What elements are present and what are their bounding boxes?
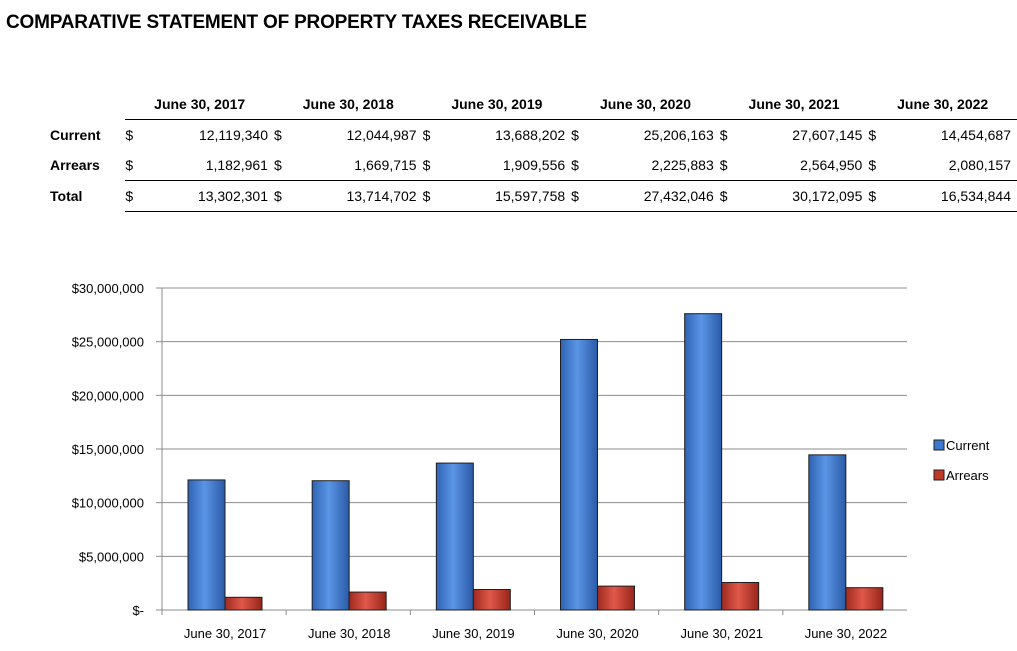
table-cell: 13,714,702 (297, 180, 423, 212)
table-cell: 27,607,145 (792, 127, 863, 143)
currency-symbol: $ (422, 127, 431, 143)
table-cell: 25,206,163 (643, 127, 714, 143)
table-cell: 2,225,883 (651, 157, 714, 173)
currency-symbol: $ (125, 157, 134, 173)
table-cell: 1,909,556 (502, 157, 566, 173)
currency-symbol: $ (571, 127, 579, 143)
currency-symbol: $ (571, 157, 579, 173)
legend-swatch-arrears (933, 469, 945, 481)
bar-current (808, 454, 847, 611)
table-cell: 1,669,715 (354, 157, 417, 173)
table-cell: 14,454,687 (940, 127, 1011, 143)
bar-current (684, 313, 723, 611)
table-row-total: Total $13,302,301 $13,714,702 $15,597,75… (44, 180, 1017, 212)
currency-symbol: $ (719, 127, 728, 143)
row-label: Current (50, 126, 101, 143)
y-tick-label: $- (132, 603, 144, 618)
currency-symbol: $ (273, 127, 282, 143)
y-tick-label: $25,000,000 (72, 335, 144, 350)
y-tick-label: $10,000,000 (72, 496, 144, 511)
x-tick-label: June 30, 2017 (184, 626, 266, 641)
bar-current (311, 480, 350, 611)
table-cell: 30,172,095 (743, 180, 869, 212)
table-cell: 13,302,301 (149, 180, 274, 212)
bar-current (560, 338, 598, 611)
bar-arrears (472, 589, 511, 611)
bar-arrears (597, 585, 635, 611)
x-tick-label: June 30, 2018 (308, 626, 390, 641)
x-tick-label: June 30, 2021 (681, 626, 763, 641)
currency-symbol: $ (719, 180, 744, 212)
legend-swatch-current (933, 439, 945, 451)
currency-symbol: $ (868, 127, 877, 143)
currency-symbol: $ (273, 180, 298, 212)
y-tick-label: $5,000,000 (79, 549, 144, 564)
currency-symbol: $ (125, 180, 150, 212)
table-cell: 2,080,157 (948, 157, 1011, 173)
bar-current (187, 479, 226, 611)
column-header: June 30, 2022 (868, 89, 1017, 120)
column-header: June 30, 2019 (422, 89, 572, 120)
table-row-current: Current $12,119,340 $12,044,987 $13,688,… (44, 120, 1017, 151)
table-cell: 1,182,961 (205, 157, 268, 173)
table-row-arrears: Arrears $1,182,961 $1,669,715 $1,909,556… (44, 150, 1017, 181)
bar-arrears (845, 587, 884, 611)
table-cell: 12,044,987 (346, 127, 417, 143)
table-cell: 12,119,340 (198, 127, 268, 143)
table-cell: 16,534,844 (892, 180, 1017, 212)
y-tick-label: $15,000,000 (72, 442, 144, 457)
currency-symbol: $ (273, 157, 282, 173)
y-tick-label: $20,000,000 (72, 388, 144, 403)
column-header: June 30, 2021 (719, 89, 869, 120)
bar-arrears (348, 591, 387, 611)
x-tick-label: June 30, 2022 (805, 626, 887, 641)
bar-current (435, 462, 474, 611)
column-header: June 30, 2020 (571, 89, 720, 120)
currency-symbol: $ (125, 127, 134, 143)
table-cell: 13,688,202 (495, 127, 566, 143)
table-cell: 2,564,950 (800, 157, 863, 173)
table-cell: 27,432,046 (594, 180, 720, 212)
table-cell: 15,597,758 (446, 180, 572, 212)
currency-symbol: $ (719, 157, 728, 173)
currency-symbol: $ (422, 157, 431, 173)
legend-label: Current (946, 438, 990, 453)
legend-label: Arrears (946, 468, 989, 483)
currency-symbol: $ (571, 180, 595, 212)
currency-symbol: $ (868, 180, 893, 212)
page-title: COMPARATIVE STATEMENT OF PROPERTY TAXES … (6, 12, 587, 33)
bar-arrears (224, 596, 263, 611)
row-label: Arrears (50, 157, 100, 174)
column-header: June 30, 2017 (125, 89, 274, 120)
table-header-row: June 30, 2017 June 30, 2018 June 30, 201… (44, 89, 1017, 120)
x-tick-label: June 30, 2019 (432, 626, 514, 641)
currency-symbol: $ (868, 157, 877, 173)
bar-arrears (721, 581, 760, 611)
y-tick-label: $30,000,000 (72, 281, 144, 296)
x-tick-label: June 30, 2020 (556, 626, 638, 641)
property-taxes-table: June 30, 2017 June 30, 2018 June 30, 201… (44, 89, 1017, 212)
currency-symbol: $ (422, 180, 447, 212)
column-header: June 30, 2018 (273, 89, 423, 120)
row-label: Total (50, 188, 83, 204)
